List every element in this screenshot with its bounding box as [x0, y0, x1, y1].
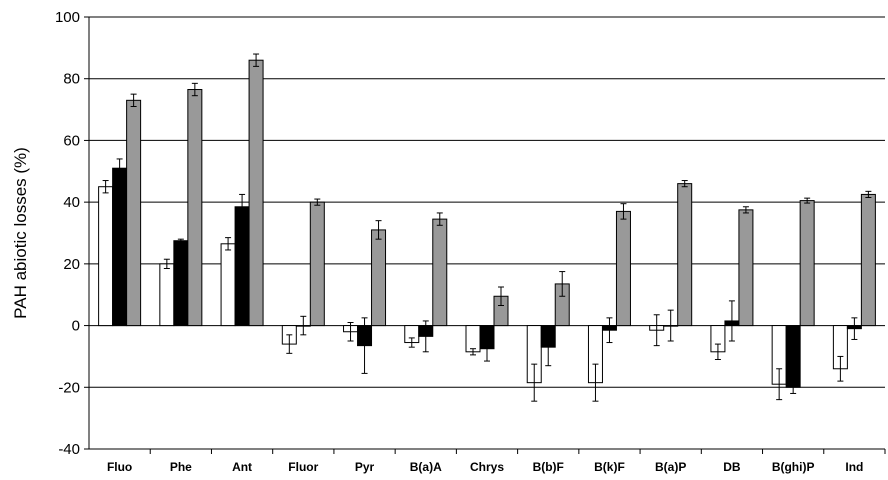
y-tick-label: 20	[63, 256, 80, 273]
x-tick-label: DB	[723, 460, 741, 474]
x-tick-label: B(b)F	[533, 460, 564, 474]
x-tick-label: Phe	[170, 460, 192, 474]
bar	[98, 186, 114, 327]
bar	[159, 263, 175, 327]
bar	[309, 201, 325, 327]
bar	[220, 243, 236, 327]
x-tick-labels: Fluo Phe Ant Fluor Pyr B(a)A Chrys B(b)F B(k)F B(…	[107, 460, 863, 474]
x-tick-label: Chrys	[470, 460, 504, 474]
x-tick-label: B(ghi)P	[772, 460, 815, 474]
bar	[785, 325, 801, 388]
bar	[615, 210, 631, 327]
y-tick-label: 60	[63, 132, 80, 149]
bar	[738, 209, 754, 327]
x-tick-label: B(a)P	[655, 460, 686, 474]
x-tick-label: Ant	[232, 460, 252, 474]
bar	[112, 167, 128, 327]
x-tick-label: Pyr	[355, 460, 375, 474]
axes	[84, 16, 886, 454]
bar	[248, 59, 264, 327]
y-axis-title: PAH abiotic losses (%)	[11, 147, 30, 319]
x-tick-label: Fluor	[288, 460, 318, 474]
y-tick-label: 100	[55, 9, 80, 26]
bar	[126, 99, 142, 327]
x-tick-label: Ind	[845, 460, 863, 474]
bar	[432, 218, 448, 327]
bar	[465, 325, 481, 353]
bar-series-group	[98, 59, 876, 388]
y-tick-label: -40	[58, 441, 80, 458]
x-tick-label: B(k)F	[594, 460, 625, 474]
bar	[173, 240, 189, 327]
bar	[187, 89, 203, 327]
bar	[371, 229, 387, 327]
error-bars-group	[102, 53, 872, 402]
bar	[860, 193, 876, 327]
y-tick-label: 40	[63, 194, 80, 211]
y-tick-label: 80	[63, 71, 80, 88]
bar	[799, 200, 815, 327]
y-tick-label: -20	[58, 379, 80, 396]
bar	[234, 206, 250, 327]
x-tick-label: B(a)A	[410, 460, 442, 474]
y-tick-label: 0	[72, 318, 80, 335]
x-tick-label: Fluo	[107, 460, 132, 474]
y-tick-labels: -40 -20 0 20 40 60 80 100	[55, 9, 80, 458]
bar	[677, 183, 693, 327]
